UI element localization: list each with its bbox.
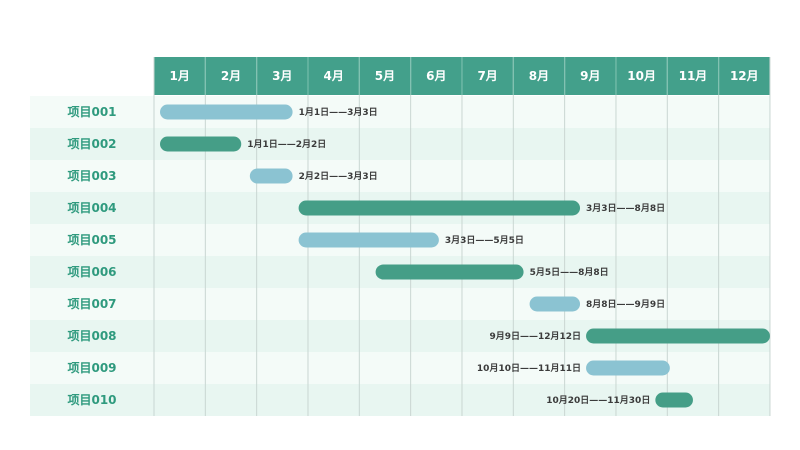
task-date-label: 2月2日——3月3日 bbox=[299, 171, 378, 182]
task-name-label: 项目002 bbox=[67, 137, 116, 151]
task-date-label: 10月20日——11月30日 bbox=[546, 395, 650, 406]
task-bar bbox=[298, 232, 439, 248]
task-name-label: 项目008 bbox=[67, 329, 116, 343]
task-bar bbox=[529, 296, 581, 312]
task-date-label: 9月9日——12月12日 bbox=[489, 331, 581, 342]
task-bar bbox=[160, 104, 293, 120]
row-stripe bbox=[30, 384, 770, 416]
task-bar bbox=[655, 392, 693, 408]
task-date-label: 3月3日——8月8日 bbox=[586, 203, 665, 214]
task-date-label: 1月1日——2月2日 bbox=[247, 139, 326, 150]
task-name-label: 项目005 bbox=[67, 233, 116, 247]
task-name-label: 项目007 bbox=[67, 297, 116, 311]
month-label: 9月 bbox=[580, 69, 600, 83]
row-stripe bbox=[30, 160, 770, 192]
task-bar bbox=[586, 360, 670, 376]
task-name-label: 项目006 bbox=[67, 265, 116, 279]
task-date-label: 5月5日——8月8日 bbox=[530, 267, 609, 278]
task-name-label: 项目010 bbox=[67, 393, 116, 407]
task-bar bbox=[160, 136, 242, 152]
month-label: 3月 bbox=[272, 69, 292, 83]
task-bar bbox=[586, 328, 770, 344]
month-label: 4月 bbox=[323, 69, 343, 83]
month-label: 5月 bbox=[375, 69, 395, 83]
task-bar bbox=[375, 264, 524, 280]
row-stripe bbox=[30, 288, 770, 320]
month-label: 12月 bbox=[730, 69, 759, 83]
task-name-label: 项目003 bbox=[67, 169, 116, 183]
task-date-label: 8月8日——9月9日 bbox=[586, 299, 665, 310]
task-date-label: 3月3日——5月5日 bbox=[445, 235, 524, 246]
month-label: 6月 bbox=[426, 69, 446, 83]
task-date-label: 1月1日——3月3日 bbox=[299, 107, 378, 118]
month-label: 11月 bbox=[679, 69, 708, 83]
month-label: 7月 bbox=[477, 69, 497, 83]
row-stripe bbox=[30, 128, 770, 160]
row-stripe bbox=[30, 96, 770, 128]
task-name-label: 项目004 bbox=[67, 201, 116, 215]
task-name-label: 项目009 bbox=[67, 361, 116, 375]
month-label: 8月 bbox=[529, 69, 549, 83]
month-label: 1月 bbox=[169, 69, 189, 83]
task-bar bbox=[249, 168, 293, 184]
month-label: 2月 bbox=[221, 69, 241, 83]
task-name-label: 项目001 bbox=[67, 105, 116, 119]
month-label: 10月 bbox=[627, 69, 656, 83]
task-date-label: 10月10日——11月11日 bbox=[477, 363, 581, 374]
task-bar bbox=[298, 200, 581, 216]
